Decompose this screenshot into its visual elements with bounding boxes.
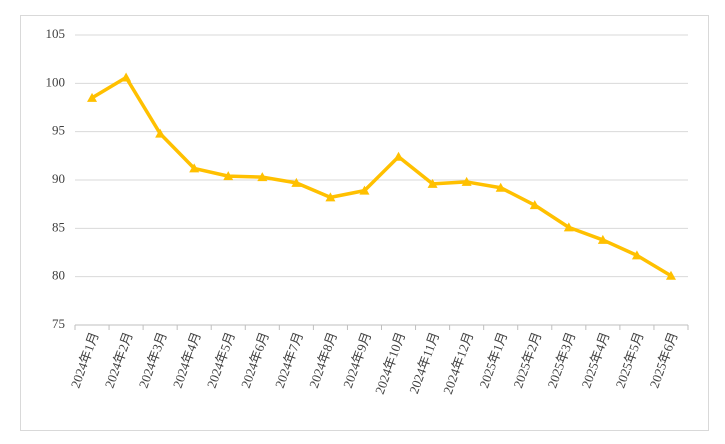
marker (495, 182, 506, 192)
marker (631, 250, 642, 260)
y-tick-label: 105 (46, 26, 66, 41)
marker (665, 270, 676, 280)
marker (563, 222, 574, 232)
marker (291, 177, 302, 187)
y-tick-label: 90 (52, 171, 65, 186)
marker (121, 72, 132, 82)
marker (87, 92, 98, 102)
marker (257, 172, 268, 182)
y-tick-label: 95 (52, 123, 65, 138)
marker (461, 176, 472, 186)
y-tick-label: 100 (46, 74, 66, 89)
marker (393, 151, 404, 161)
marker (223, 171, 234, 181)
marker (597, 234, 608, 244)
chart-border (20, 15, 709, 431)
marker (155, 128, 166, 138)
y-tick-label: 85 (52, 219, 65, 234)
marker (359, 185, 370, 195)
marker (427, 178, 438, 188)
marker (529, 200, 540, 210)
y-tick-label: 75 (52, 316, 65, 331)
marker (325, 192, 336, 202)
line (91, 75, 672, 278)
y-tick-label: 80 (52, 268, 65, 283)
marker (189, 163, 200, 173)
